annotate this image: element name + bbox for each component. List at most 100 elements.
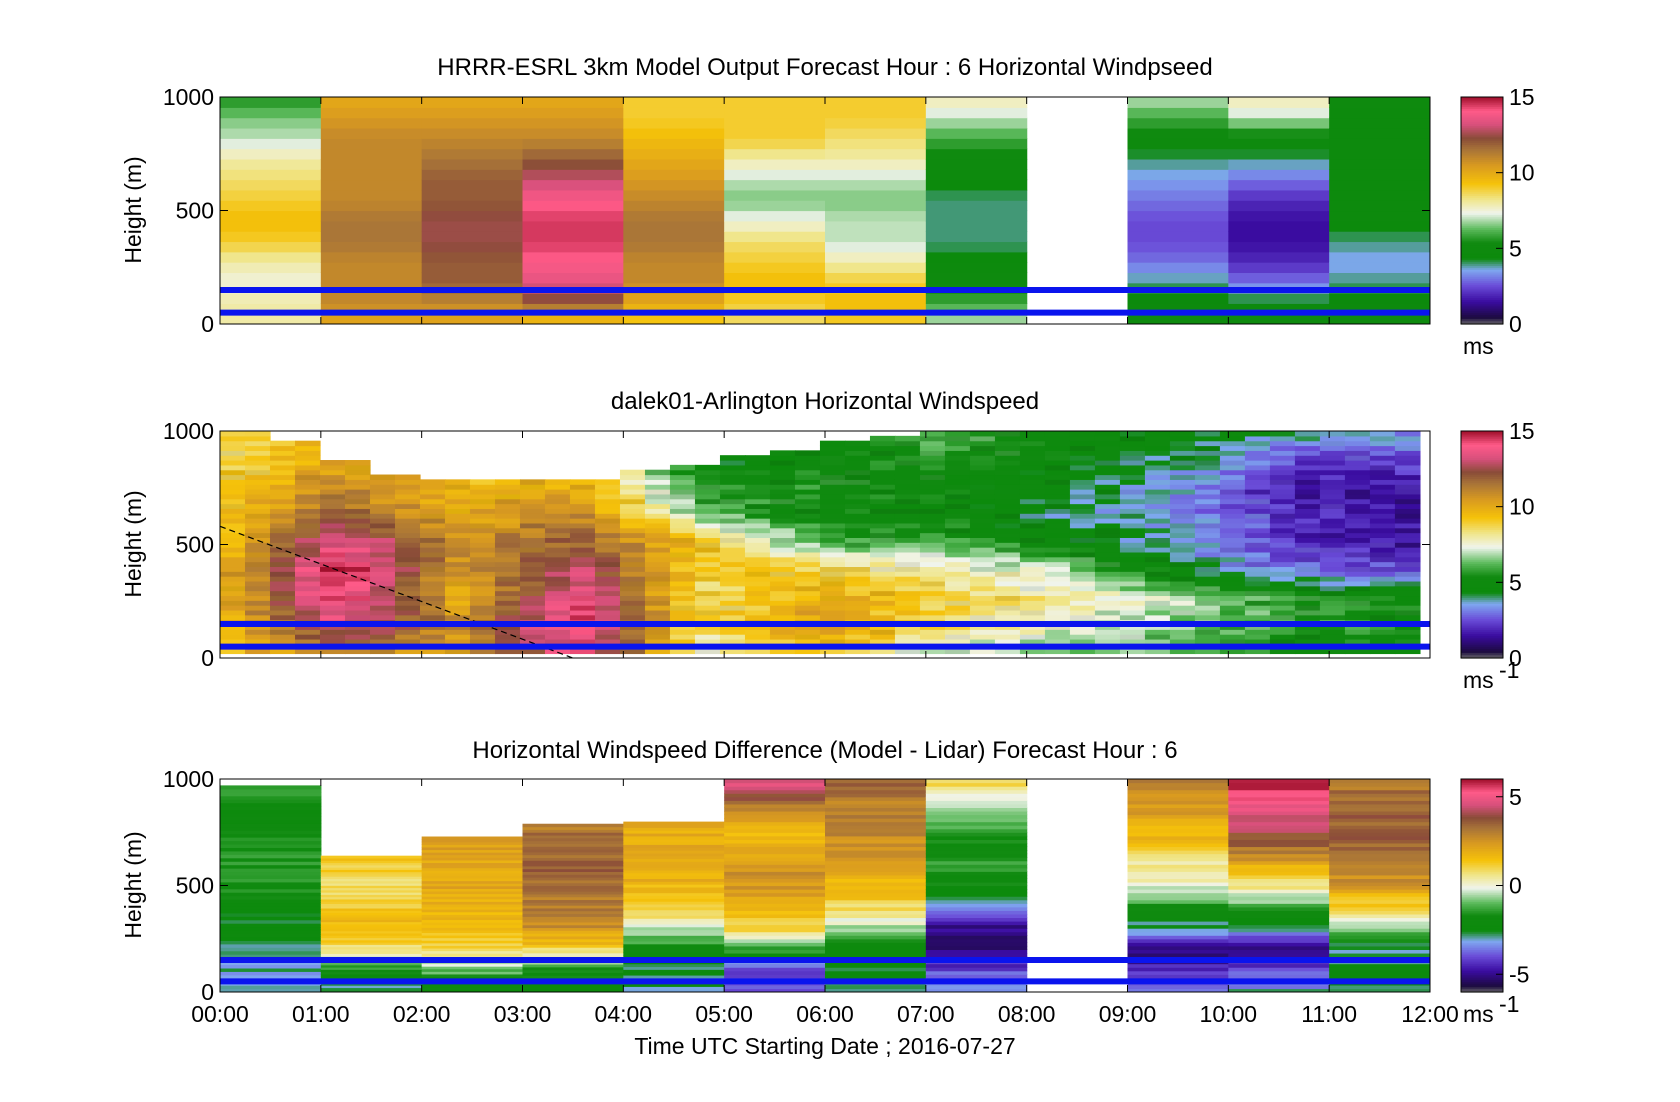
lidar-cell: [1119, 609, 1146, 616]
colorbar-segment: [1461, 483, 1503, 487]
model-cell: [421, 117, 524, 129]
lidar-cell: [1269, 435, 1296, 442]
lidar-cell: [1119, 484, 1146, 490]
lidar-cell: [819, 595, 846, 601]
lidar-cell: [1344, 580, 1371, 587]
lidar-cell: [1194, 435, 1221, 442]
lidar-cell: [269, 498, 296, 505]
lidar-cell: [519, 566, 546, 572]
lidar-cell: [919, 484, 946, 490]
model-cell: [320, 303, 423, 315]
lidar-cell: [1294, 547, 1321, 553]
lidar-cell: [669, 624, 696, 630]
lidar-cell: [269, 638, 296, 645]
colorbar-segment: [1461, 897, 1503, 901]
lidar-cell: [1344, 474, 1371, 480]
lidar-cell: [469, 624, 496, 630]
lidar-cell: [394, 585, 421, 592]
lidar-cell: [344, 595, 371, 601]
lidar-cell: [244, 595, 271, 601]
colorbar-segment: [1461, 894, 1503, 897]
colorbar-segment: [1461, 123, 1503, 126]
colorbar-tick-label: 15: [1509, 84, 1535, 110]
lidar-cell: [694, 498, 721, 505]
colorbar-segment: [1461, 197, 1503, 200]
colorbar-segment: [1461, 810, 1503, 814]
lidar-cell: [1169, 609, 1196, 616]
lidar-cell: [469, 527, 496, 534]
lidar-cell: [1344, 542, 1371, 548]
colorbar-segment: [1461, 818, 1503, 821]
model-cell: [623, 262, 725, 274]
lidar-cell: [444, 493, 471, 500]
lidar-cell: [1319, 561, 1346, 568]
diff-cell: [320, 864, 423, 868]
lidar-cell: [569, 542, 596, 548]
diff-cell: [925, 839, 1028, 844]
lidar-cell: [444, 522, 471, 529]
diff-cell: [925, 928, 1028, 933]
lidar-cell: [1169, 638, 1196, 645]
lidar-cell: [319, 614, 346, 621]
diff-cell: [1329, 949, 1430, 954]
lidar-cell: [594, 634, 621, 640]
colorbar-segment: [1461, 176, 1503, 179]
diff-cell: [925, 786, 1028, 791]
lidar-cell: [1244, 518, 1271, 524]
lidar-cell: [1244, 551, 1271, 558]
diff-cell: [421, 924, 524, 928]
lidar-cell: [1044, 484, 1071, 490]
lidar-cell: [594, 547, 621, 553]
colorbar-segment: [1461, 834, 1503, 837]
colorbar-segment: [1461, 944, 1503, 947]
lidar-cell: [1094, 638, 1121, 645]
diff-cell: [421, 940, 524, 944]
model-cell: [825, 97, 927, 108]
lidar-cell: [1044, 532, 1071, 538]
lidar-cell: [369, 648, 396, 655]
lidar-cell: [644, 614, 671, 621]
diff-cell: [724, 825, 826, 830]
lidar-cell: [694, 493, 721, 500]
model-cell: [1127, 200, 1229, 212]
lidar-cell: [644, 595, 671, 601]
lidar-cell: [969, 571, 996, 577]
diff-cell: [1228, 952, 1330, 958]
diff-cell: [421, 852, 524, 856]
lidar-cell: [519, 648, 546, 655]
lidar-cell: [344, 624, 371, 630]
lidar-cell: [919, 464, 946, 471]
lidar-cell: [1019, 503, 1046, 509]
model-cell: [1329, 241, 1430, 253]
lidar-cell: [619, 638, 646, 645]
lidar-cell: [1219, 431, 1246, 437]
model-cell: [522, 158, 624, 170]
diff-cell: [1329, 899, 1430, 904]
lidar-cell: [844, 638, 871, 645]
colorbar-segment: [1461, 269, 1503, 272]
diff-cell: [825, 984, 927, 990]
diff-cell: [1127, 952, 1229, 958]
model-cell: [724, 179, 826, 191]
diff-cell: [1127, 846, 1229, 851]
lidar-cell: [544, 537, 571, 543]
diff-cell: [522, 933, 624, 937]
lidar-cell: [1019, 498, 1046, 505]
lidar-cell: [319, 489, 346, 495]
lidar-cell: [1219, 537, 1246, 543]
diff-cell: [825, 850, 927, 855]
diff-cell: [1329, 928, 1430, 933]
lidar-cell: [669, 522, 696, 529]
colorbar-segment: [1461, 917, 1503, 920]
diff-cell: [1329, 850, 1430, 855]
colorbar-segment: [1461, 789, 1503, 793]
diff-cell: [925, 853, 1028, 858]
diff-cell: [1329, 835, 1430, 840]
lidar-cell: [344, 590, 371, 597]
lidar-cell: [1144, 431, 1171, 437]
lidar-cell: [1294, 493, 1321, 500]
lidar-cell: [844, 522, 871, 529]
colorbar-segment: [1461, 593, 1503, 597]
lidar-cell: [1394, 503, 1421, 509]
lidar-cell: [469, 493, 496, 500]
